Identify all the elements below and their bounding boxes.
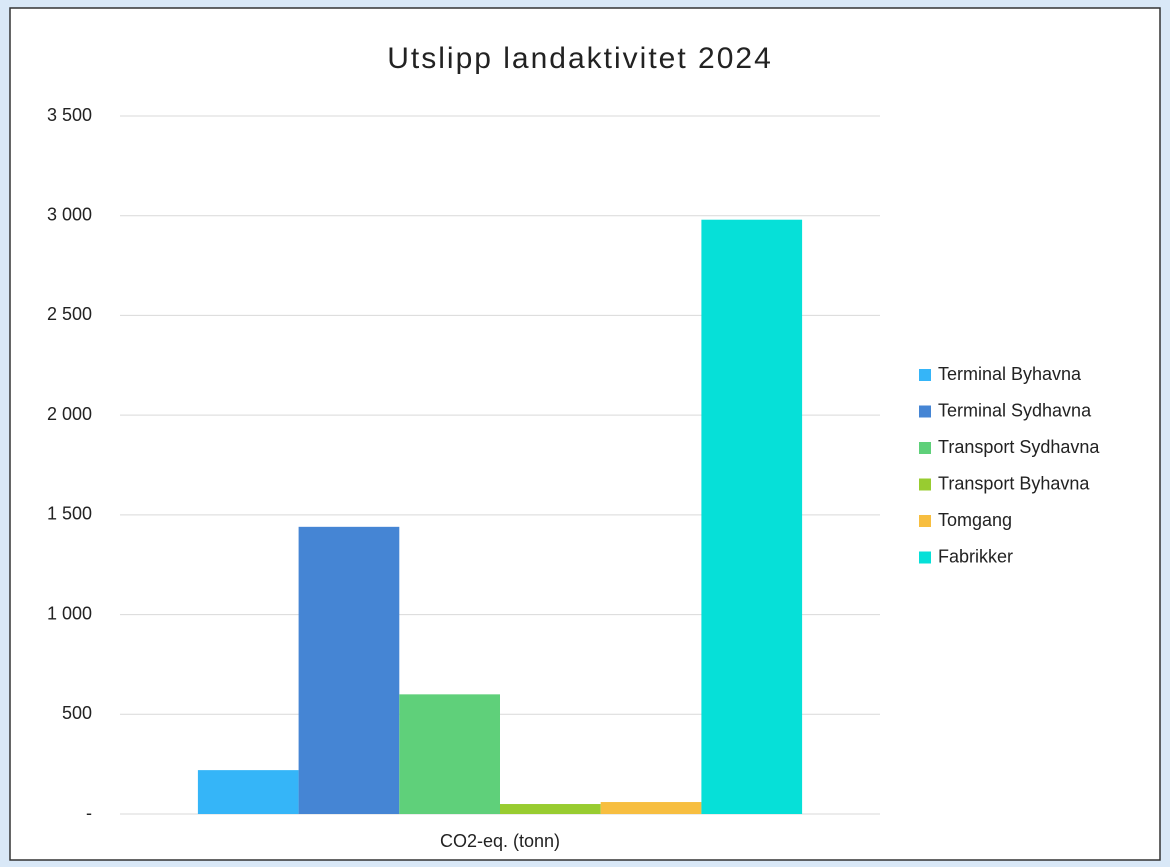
legend-swatch bbox=[919, 551, 931, 564]
bar bbox=[399, 694, 500, 814]
bar bbox=[197, 770, 299, 814]
legend-label: Fabrikker bbox=[938, 546, 1013, 566]
legend-label: Transport Sydhavna bbox=[938, 437, 1100, 457]
x-tick-label: CO2-eq. (tonn) bbox=[440, 831, 560, 851]
y-tick-label: 2 500 bbox=[47, 304, 92, 324]
y-tick-label: 1 000 bbox=[47, 603, 92, 623]
bar bbox=[500, 804, 601, 814]
bar bbox=[298, 526, 400, 814]
chart-frame bbox=[9, 7, 1161, 861]
bar bbox=[600, 802, 702, 814]
legend-label: Terminal Byhavna bbox=[938, 364, 1082, 384]
legend-swatch bbox=[919, 405, 931, 418]
legend-label: Tomgang bbox=[938, 510, 1012, 530]
legend-swatch bbox=[919, 369, 931, 381]
y-tick-label: 2 000 bbox=[47, 404, 92, 424]
legend-label: Transport Byhavna bbox=[938, 473, 1090, 493]
y-tick-label: 1 500 bbox=[47, 504, 92, 524]
chart-title: Utslipp landaktivitet 2024 bbox=[387, 42, 773, 75]
bar bbox=[701, 219, 803, 814]
y-tick-label: 3 500 bbox=[47, 105, 92, 125]
y-tick-label: - bbox=[86, 803, 92, 823]
y-tick-label: 500 bbox=[62, 703, 92, 723]
legend-swatch bbox=[919, 478, 931, 491]
legend-swatch bbox=[919, 515, 931, 527]
y-tick-label: 3 000 bbox=[47, 204, 92, 224]
legend-label: Terminal Sydhavna bbox=[938, 400, 1092, 420]
legend-swatch bbox=[919, 442, 931, 454]
